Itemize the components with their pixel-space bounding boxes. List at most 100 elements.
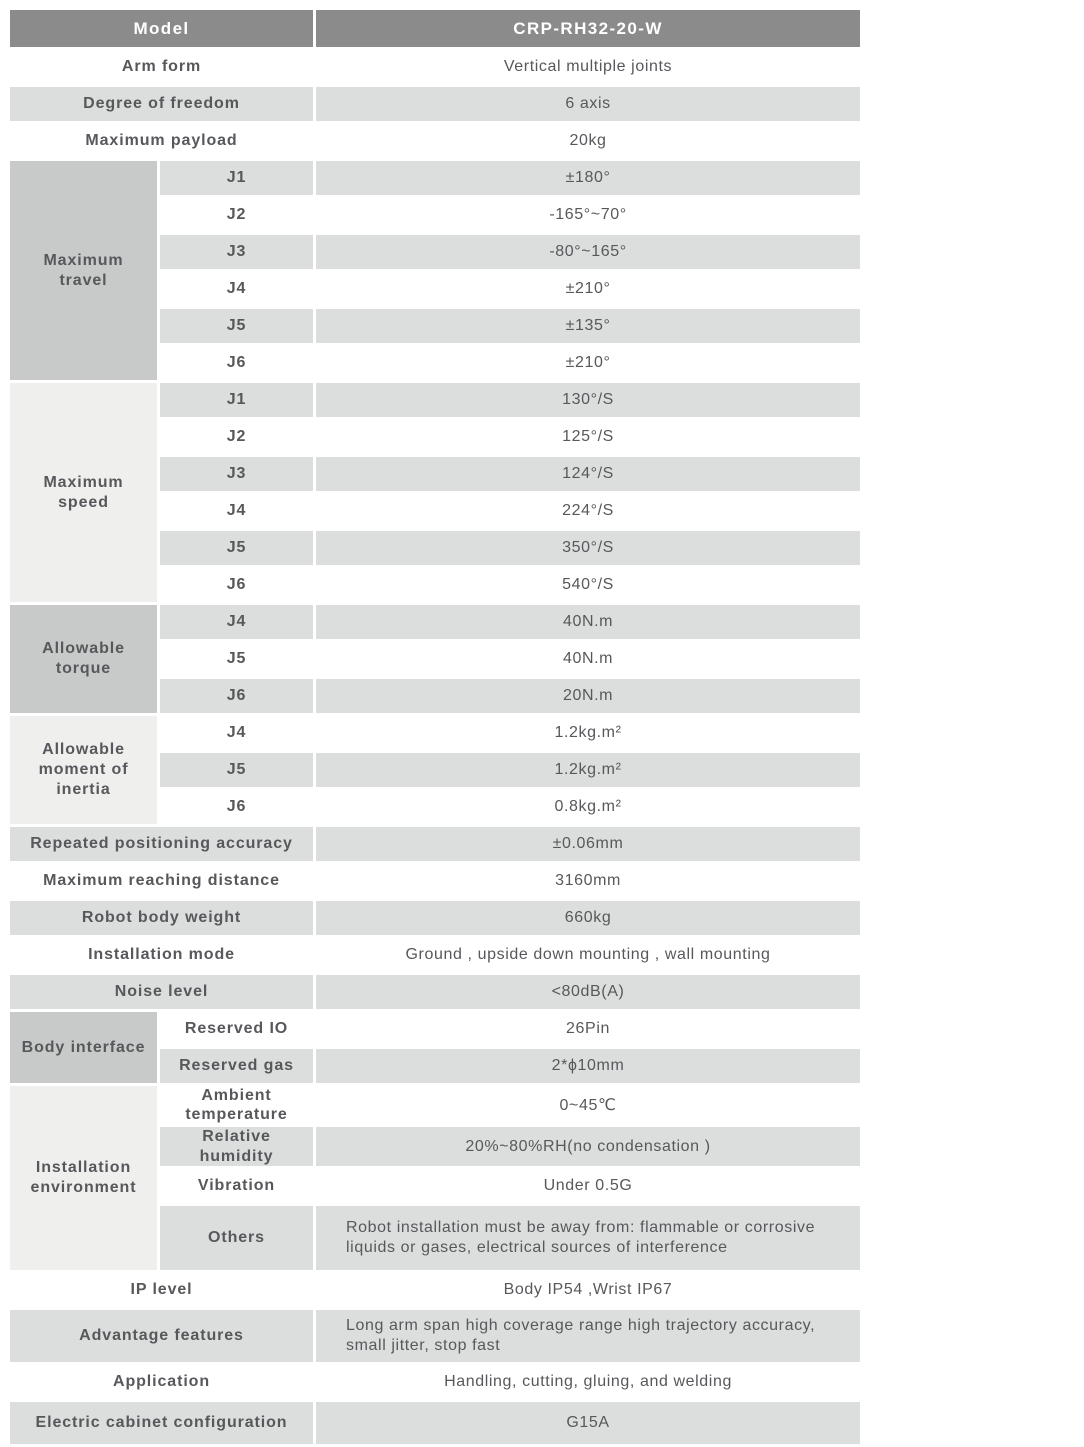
joint-label: J2 xyxy=(160,420,314,454)
joint-label: J3 xyxy=(160,457,314,491)
row-noise-level: Noise level <80dB(A) xyxy=(10,975,861,1009)
row-speed-j2: J2 125°/S xyxy=(10,420,861,454)
row-value: 20kg xyxy=(316,124,861,158)
joint-label: J5 xyxy=(160,309,314,343)
joint-label: J4 xyxy=(160,605,314,639)
row-vibration: Vibration Under 0.5G xyxy=(10,1168,861,1203)
joint-value: 20N.m xyxy=(316,679,861,713)
group-label-allowable-torque: Allowable torque xyxy=(10,605,157,713)
sub-value: 0~45℃ xyxy=(316,1086,861,1125)
row-relative-humidity: Relative humidity 20%~80%RH(no condensat… xyxy=(10,1127,861,1166)
row-travel-j2: J2 -165°~70° xyxy=(10,198,861,232)
model-header-value: CRP-RH32-20-W xyxy=(316,10,861,47)
row-torque-j5: J5 40N.m xyxy=(10,642,861,676)
row-value: Vertical multiple joints xyxy=(316,50,861,84)
row-others: Others Robot installation must be away f… xyxy=(10,1205,861,1270)
row-degree-of-freedom: Degree of freedom 6 axis xyxy=(10,87,861,121)
row-label: Arm form xyxy=(10,50,314,84)
joint-label: J3 xyxy=(160,235,314,269)
row-value: Body IP54 ,Wrist IP67 xyxy=(316,1272,861,1307)
row-value: 3160mm xyxy=(316,864,861,898)
row-value: G15A xyxy=(316,1401,861,1444)
row-reserved-gas: Reserved gas 2*ϕ10mm xyxy=(10,1049,861,1083)
row-speed-j4: J4 224°/S xyxy=(10,494,861,528)
sub-label: Reserved gas xyxy=(160,1049,314,1083)
row-robot-body-weight: Robot body weight 660kg xyxy=(10,901,861,935)
joint-value: ±135° xyxy=(316,309,861,343)
group-label-installation-environment: Installation environment xyxy=(10,1086,157,1270)
row-label: Degree of freedom xyxy=(10,87,314,121)
joint-value: 124°/S xyxy=(316,457,861,491)
row-inertia-j6: J6 0.8kg.m² xyxy=(10,790,861,824)
row-electric-cabinet-configuration: Electric cabinet configuration G15A xyxy=(10,1401,861,1444)
row-label: Maximum payload xyxy=(10,124,314,158)
row-label: Maximum reaching distance xyxy=(10,864,314,898)
row-travel-j5: J5 ±135° xyxy=(10,309,861,343)
joint-value: 1.2kg.m² xyxy=(316,716,861,750)
row-repeated-positioning-accuracy: Repeated positioning accuracy ±0.06mm xyxy=(10,827,861,861)
joint-value: 40N.m xyxy=(316,605,861,639)
row-label: Application xyxy=(10,1364,314,1399)
row-value: 6 axis xyxy=(316,87,861,121)
sub-label: Vibration xyxy=(160,1168,314,1203)
row-value: ±0.06mm xyxy=(316,827,861,861)
row-installation-mode: Installation mode Ground , upside down m… xyxy=(10,938,861,972)
row-application: Application Handling, cutting, gluing, a… xyxy=(10,1364,861,1399)
row-advantage-features: Advantage features Long arm span high co… xyxy=(10,1309,861,1362)
row-value: Long arm span high coverage range high t… xyxy=(316,1309,861,1362)
row-value: Ground , upside down mounting , wall mou… xyxy=(316,938,861,972)
row-ambient-temperature: Installation environment Ambient tempera… xyxy=(10,1086,861,1270)
row-label: Robot body weight xyxy=(10,901,314,935)
row-label: IP level xyxy=(10,1272,314,1307)
row-label: Noise level xyxy=(10,975,314,1009)
joint-value: 540°/S xyxy=(316,568,861,602)
joint-label: J4 xyxy=(160,494,314,528)
row-value: Handling, cutting, gluing, and welding xyxy=(316,1364,861,1399)
joint-label: J5 xyxy=(160,531,314,565)
row-value: 660kg xyxy=(316,901,861,935)
group-label-body-interface: Body interface xyxy=(10,1012,157,1083)
spec-table: Model CRP-RH32-20-W Arm form Vertical mu… xyxy=(7,7,863,1447)
joint-value: -80°~165° xyxy=(316,235,861,269)
row-inertia-j5: J5 1.2kg.m² xyxy=(10,753,861,787)
row-torque-j4: Allowable torque J4 40N.m xyxy=(10,605,861,713)
joint-label: J1 xyxy=(160,161,314,195)
joint-value: 1.2kg.m² xyxy=(316,753,861,787)
joint-value: 350°/S xyxy=(316,531,861,565)
row-inertia-j4: Allowable moment of inertia J4 1.2kg.m² xyxy=(10,716,861,824)
sub-value: Robot installation must be away from: fl… xyxy=(316,1205,861,1270)
joint-label: J2 xyxy=(160,198,314,232)
joint-value: 0.8kg.m² xyxy=(316,790,861,824)
row-speed-j1: Maximum speed J1 130°/S xyxy=(10,383,861,602)
row-speed-j6: J6 540°/S xyxy=(10,568,861,602)
sub-value: 20%~80%RH(no condensation ) xyxy=(316,1127,861,1166)
sub-value: 2*ϕ10mm xyxy=(316,1049,861,1083)
joint-label: J5 xyxy=(160,753,314,787)
sub-value: 26Pin xyxy=(316,1012,861,1046)
row-travel-j4: J4 ±210° xyxy=(10,272,861,306)
joint-value: 224°/S xyxy=(316,494,861,528)
row-ip-level: IP level Body IP54 ,Wrist IP67 xyxy=(10,1272,861,1307)
joint-label: J6 xyxy=(160,790,314,824)
row-arm-form: Arm form Vertical multiple joints xyxy=(10,50,861,84)
row-label: Advantage features xyxy=(10,1309,314,1362)
joint-value: 40N.m xyxy=(316,642,861,676)
joint-value: ±210° xyxy=(316,346,861,380)
row-speed-j3: J3 124°/S xyxy=(10,457,861,491)
row-label: Electric cabinet configuration xyxy=(10,1401,314,1444)
row-travel-j1: Maximum travel J1 ±180° xyxy=(10,161,861,380)
row-value: <80dB(A) xyxy=(316,975,861,1009)
joint-label: J6 xyxy=(160,568,314,602)
joint-label: J4 xyxy=(160,716,314,750)
joint-value: ±210° xyxy=(316,272,861,306)
joint-label: J5 xyxy=(160,642,314,676)
joint-label: J4 xyxy=(160,272,314,306)
header-row: Model CRP-RH32-20-W xyxy=(10,10,861,47)
joint-label: J1 xyxy=(160,383,314,417)
sub-label: Others xyxy=(160,1205,314,1270)
joint-label: J6 xyxy=(160,679,314,713)
row-travel-j6: J6 ±210° xyxy=(10,346,861,380)
row-torque-j6: J6 20N.m xyxy=(10,679,861,713)
sub-label: Relative humidity xyxy=(160,1127,314,1166)
